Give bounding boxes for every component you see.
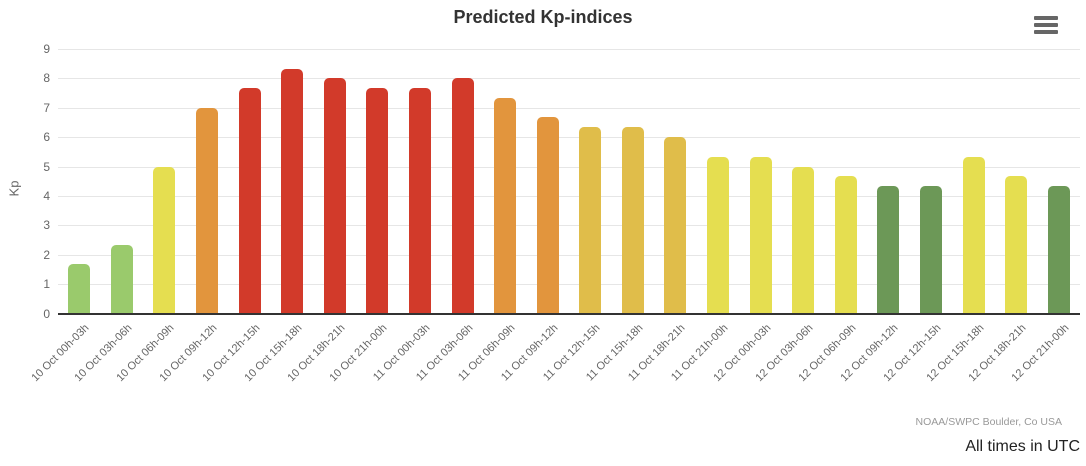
kp-bar[interactable] <box>238 88 261 314</box>
gridline <box>58 166 1080 168</box>
gridline <box>58 107 1080 109</box>
kp-bar[interactable] <box>664 137 687 314</box>
x-axis-line <box>58 312 1080 315</box>
kp-bar[interactable] <box>707 156 730 314</box>
kp-bar[interactable] <box>834 176 857 314</box>
kp-bar[interactable] <box>792 166 815 314</box>
kp-bar[interactable] <box>962 156 985 314</box>
utc-note: All times in UTC <box>965 438 1080 455</box>
kp-bar[interactable] <box>110 245 133 314</box>
gridline <box>58 49 1080 50</box>
kp-bar[interactable] <box>68 264 91 314</box>
y-axis-tick-label: 7 <box>43 100 50 115</box>
gridline <box>58 195 1080 197</box>
kp-bar[interactable] <box>196 107 219 314</box>
kp-bar[interactable] <box>408 88 431 314</box>
kp-bar[interactable] <box>494 98 517 314</box>
kp-bar[interactable] <box>1047 186 1070 314</box>
y-axis-tick-label: 9 <box>43 42 50 56</box>
y-axis-tick-label: 2 <box>43 247 50 262</box>
y-axis-tick-label: 8 <box>43 71 50 86</box>
kp-bar[interactable] <box>366 88 389 314</box>
kp-bar[interactable] <box>1005 176 1028 314</box>
y-axis-tick-label: 4 <box>43 188 50 203</box>
kp-bar[interactable] <box>451 78 474 314</box>
kp-bar[interactable] <box>919 186 942 314</box>
gridline <box>58 225 1080 227</box>
gridline <box>58 78 1080 80</box>
gridline <box>58 284 1080 286</box>
gridline <box>58 137 1080 139</box>
kp-bar[interactable] <box>749 156 772 314</box>
kp-bar[interactable] <box>579 127 602 314</box>
kp-bar[interactable] <box>281 68 304 314</box>
y-axis-tick-label: 3 <box>43 218 50 233</box>
kp-bar[interactable] <box>621 127 644 314</box>
kp-bar[interactable] <box>877 186 900 314</box>
gridline <box>58 254 1080 256</box>
hamburger-icon <box>1034 16 1058 20</box>
y-axis-title: Kp <box>6 180 22 197</box>
chart-credits-link[interactable]: NOAA/SWPC Boulder, Co USA <box>915 416 1062 428</box>
export-menu-button[interactable] <box>1034 12 1064 38</box>
hamburger-icon <box>1034 30 1058 34</box>
y-axis-tick-label: 0 <box>43 306 50 321</box>
hamburger-icon <box>1034 23 1058 27</box>
kp-bar[interactable] <box>323 78 346 314</box>
kp-bar[interactable] <box>536 117 559 314</box>
y-axis-tick-label: 6 <box>43 130 50 145</box>
plot-area: 0 1 2 3 4 5 6 7 8 9 10 Oct 00h-03h 10 Oct 03h-06h 10… <box>30 42 1080 384</box>
chart-title: Predicted Kp-indices <box>453 7 633 27</box>
y-axis-tick-label: 1 <box>43 277 50 292</box>
kp-bar[interactable] <box>153 166 176 314</box>
y-axis-tick-label: 5 <box>43 159 50 174</box>
